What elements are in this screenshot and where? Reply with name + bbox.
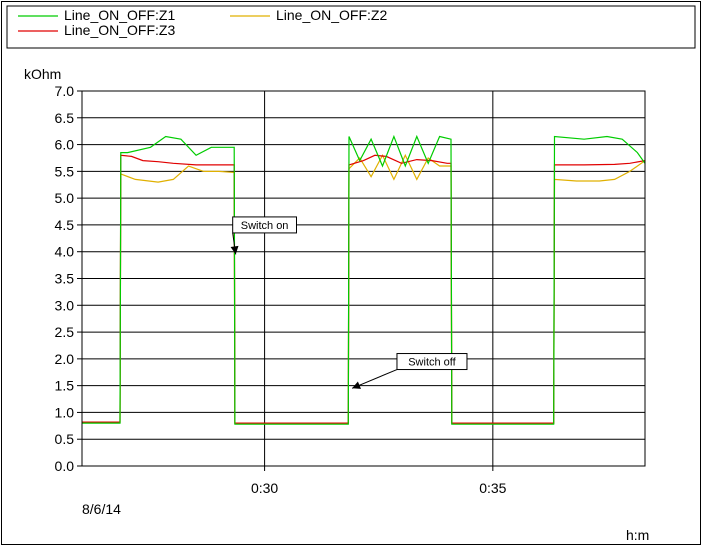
y-tick-label: 1.5 bbox=[55, 378, 75, 394]
annotation-arrow-line bbox=[351, 369, 398, 389]
y-tick-label: 4.0 bbox=[55, 244, 75, 260]
annotation-label: Switch on bbox=[241, 220, 289, 232]
y-tick-label: 2.5 bbox=[55, 324, 75, 340]
annotation-arrowhead bbox=[230, 245, 239, 255]
legend: Line_ON_OFF:Z1 Line_ON_OFF:Z2 Line_ON_OFF:… bbox=[18, 7, 387, 38]
y-tick-label: 6.0 bbox=[55, 137, 75, 153]
y-tick-label: 3.0 bbox=[55, 297, 75, 313]
x-axis-label: h:m bbox=[626, 527, 649, 543]
series-line-z3 bbox=[82, 154, 645, 424]
x-tick-label: 0:35 bbox=[479, 480, 506, 496]
annotation-box bbox=[396, 353, 468, 371]
x-tick-label: 0:30 bbox=[251, 480, 278, 496]
grid bbox=[82, 90, 645, 467]
y-tick-label: 5.0 bbox=[55, 190, 75, 206]
y-tick-label: 3.5 bbox=[55, 271, 75, 287]
plot-area bbox=[81, 90, 646, 467]
y-tick-label: 5.5 bbox=[55, 163, 75, 179]
series-group bbox=[82, 134, 645, 425]
y-tick-label: 4.5 bbox=[55, 217, 75, 233]
annotation-arrowhead bbox=[352, 381, 361, 389]
y-tick-label: 0.5 bbox=[55, 431, 75, 447]
date-label: 8/6/14 bbox=[82, 501, 121, 517]
y-tick-label: 2.0 bbox=[55, 351, 75, 367]
series-line-z1 bbox=[82, 134, 645, 425]
legend-label-1: Line_ON_OFF:Z1 bbox=[64, 7, 175, 23]
y-tick-label: 7.0 bbox=[55, 83, 75, 99]
y-tick-label: 1.0 bbox=[55, 404, 75, 420]
series-line-z2 bbox=[82, 153, 645, 424]
legend-label-2: Line_ON_OFF:Z2 bbox=[276, 7, 387, 23]
annotations: Switch on Switch off bbox=[230, 216, 468, 389]
y-tick-label: 0.0 bbox=[55, 458, 75, 474]
annotation-box bbox=[232, 216, 297, 234]
ticks: 7.0 6.5 6.0 5.5 5.0 4.5 4.0 3.5 3.0 2.5 2.0 1.5 1.0 0… bbox=[55, 83, 507, 496]
legend-label-3: Line_ON_OFF:Z3 bbox=[64, 22, 175, 38]
y-axis-label: kOhm bbox=[24, 66, 61, 82]
legend-box bbox=[6, 5, 696, 49]
y-tick-label: 6.5 bbox=[55, 110, 75, 126]
annotation-label: Switch off bbox=[408, 357, 456, 369]
